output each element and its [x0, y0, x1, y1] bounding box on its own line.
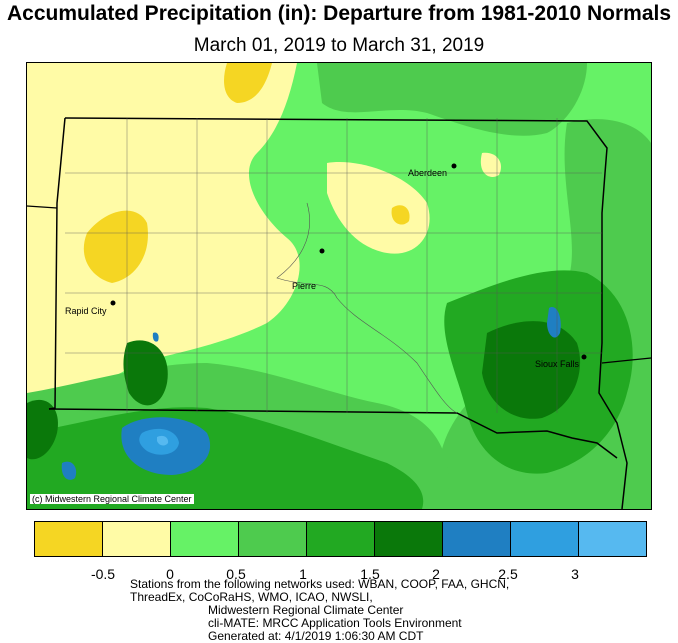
legend-tick-label: 3 — [571, 566, 579, 582]
footer-line: Generated at: 4/1/2019 1:06:30 AM CDT — [208, 629, 424, 643]
legend-swatch — [238, 521, 307, 557]
city-aberdeen: Aberdeen — [408, 163, 457, 178]
footer-notes: Stations from the following networks use… — [130, 578, 509, 643]
footer-line: Stations from the following networks use… — [130, 577, 510, 591]
footer-line: Midwestern Regional Climate Center — [208, 603, 404, 617]
legend-tick-label: 2 — [432, 566, 440, 582]
city-label-sioux-falls: Sioux Falls — [535, 359, 580, 369]
legend-swatch — [170, 521, 239, 557]
legend-swatch — [442, 521, 511, 557]
city-marker — [581, 354, 587, 360]
legend-tick-label: 1 — [299, 566, 307, 582]
legend-swatch — [34, 521, 103, 557]
city-label-aberdeen: Aberdeen — [408, 168, 447, 178]
city-rapid-city: Rapid City — [65, 300, 116, 316]
legend-tick-label: 2.5 — [498, 566, 518, 582]
legend-swatch — [374, 521, 443, 557]
city-label-pierre: Pierre — [292, 281, 316, 291]
legend-swatch — [578, 521, 647, 557]
legend-tick-label: 0 — [166, 566, 174, 582]
legend-swatch — [102, 521, 171, 557]
city-pierre: Pierre — [292, 248, 325, 291]
legend-tick-label: 0.5 — [226, 566, 246, 582]
city-marker — [110, 300, 116, 306]
footer-line: ThreadEx, CoCoRaHS, WMO, ICAO, NWSLI, — [130, 590, 373, 604]
legend-swatch — [510, 521, 579, 557]
legend-tick-label: 1.5 — [360, 566, 380, 582]
precipitation-map: Aberdeen Pierre Rapid City Sioux Falls — [26, 62, 652, 510]
credit-text: (c) Midwestern Regional Climate Center — [30, 494, 194, 504]
city-marker — [451, 163, 457, 169]
legend-tick-label: -0.5 — [90, 566, 116, 582]
color-legend — [34, 521, 647, 557]
map-subtitle: March 01, 2019 to March 31, 2019 — [193, 35, 485, 56]
city-sioux-falls: Sioux Falls — [535, 354, 587, 369]
city-marker — [319, 248, 325, 254]
map-title: Accumulated Precipitation (in): Departur… — [6, 2, 672, 25]
legend-swatch — [306, 521, 375, 557]
city-label-rapid-city: Rapid City — [65, 306, 107, 316]
footer-line: cli-MATE: MRCC Application Tools Environ… — [208, 616, 462, 630]
